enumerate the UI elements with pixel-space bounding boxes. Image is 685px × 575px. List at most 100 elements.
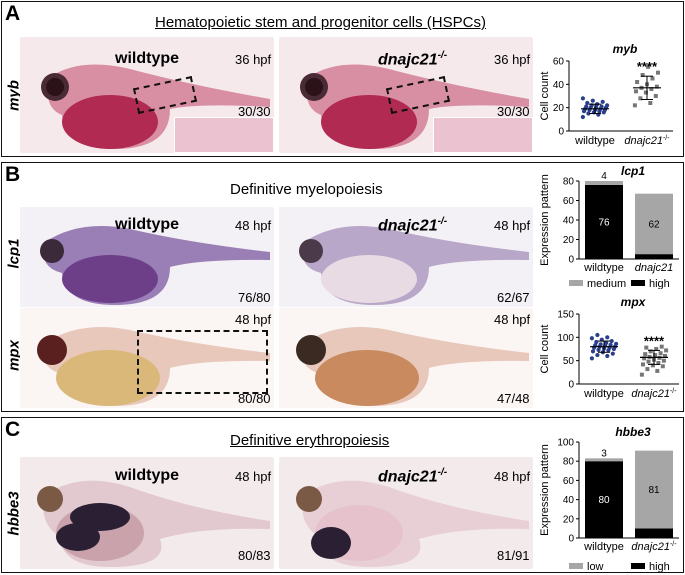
bar-segment [585, 458, 623, 462]
chart-title: myb [613, 42, 638, 56]
chart-title: mpx [621, 295, 647, 309]
stage-label: 36 hpf [494, 52, 531, 67]
significance-label: **** [637, 59, 658, 74]
data-point [641, 362, 645, 367]
bar-segment [585, 461, 623, 538]
data-point [634, 89, 638, 94]
inset-zoom [433, 117, 533, 153]
embryo-image [20, 308, 274, 408]
bar-segment [635, 450, 673, 529]
data-point [590, 98, 595, 103]
tick-label: wildtype [583, 541, 624, 553]
y-axis-label: Expression pattern [539, 444, 551, 536]
count-label: 80/80 [238, 391, 271, 406]
stage-label: 36 hpf [235, 52, 272, 67]
embryo-image [279, 207, 533, 307]
data-point [586, 111, 591, 116]
y-tick-label: 20 [563, 514, 575, 525]
data-point [653, 94, 658, 98]
y-tick-label: 60 [563, 196, 575, 207]
data-point [663, 354, 667, 358]
data-point [595, 332, 600, 338]
data-label: 81 [648, 485, 660, 496]
genotype-label: dnajc21-/- [378, 467, 448, 486]
data-point [610, 351, 615, 356]
data-point [590, 349, 596, 354]
stage-label: 48 hpf [494, 218, 531, 233]
bar-segment [585, 184, 623, 259]
count-label: 76/80 [238, 290, 271, 305]
bar-segment [635, 528, 673, 538]
count-label: 80/83 [238, 548, 271, 563]
tick-label: wildtype [583, 388, 624, 400]
panel-letter: C [5, 418, 21, 441]
data-point [664, 348, 669, 353]
data-point [605, 335, 610, 340]
data-point [589, 356, 594, 361]
legend-label: low [587, 561, 604, 572]
panel-letter: A [5, 2, 21, 25]
y-tick-label: 80 [563, 177, 575, 188]
y-tick-label: 20 [553, 103, 565, 114]
tick-label: dnajc21-/- [624, 135, 670, 147]
genotype-label: wildtype [115, 216, 180, 233]
y-tick-label: 60 [563, 476, 575, 487]
stage-label: 48 hpf [494, 312, 531, 327]
mpx-scatter-chart: 0 50 100 150 Cell count mpx wildtype dnajc21-/-… [539, 295, 679, 400]
tick-label: dnajc21-/- [631, 388, 677, 400]
y-tick-label: 60 [553, 57, 565, 68]
y-axis-label: Cell count [539, 72, 551, 121]
legend-label: high [649, 278, 670, 289]
genotype-label: wildtype [115, 50, 180, 67]
bar-segment [585, 181, 623, 185]
data-point [604, 340, 609, 346]
y-tick-label: 0 [568, 380, 574, 391]
section-title: Hematopoietic stem and progenitor cells … [155, 14, 486, 31]
data-point [605, 353, 610, 359]
data-point [609, 338, 614, 344]
region-box [137, 330, 268, 394]
data-point [644, 345, 649, 350]
panel-c [1, 417, 684, 573]
data-point [638, 96, 643, 101]
lcp1-stacked-bar-chart: 0 20 40 60 80 Expression pattern lcp1 76 4 wildty… [539, 165, 679, 289]
data-point [659, 344, 664, 349]
data-point [656, 70, 660, 75]
y-tick-label: 20 [563, 235, 575, 246]
y-tick-label: 0 [568, 534, 574, 545]
count-label: 30/30 [497, 104, 530, 119]
chart-title: hbbe3 [615, 425, 651, 439]
legend-swatch [569, 563, 583, 569]
stage-label: 48 hpf [235, 312, 272, 327]
stage-label: 48 hpf [235, 469, 272, 484]
data-point [639, 372, 644, 377]
data-point [642, 356, 647, 361]
data-point [646, 359, 651, 364]
panel-a [1, 1, 684, 157]
bar-segment [635, 254, 673, 259]
count-label: 30/30 [238, 104, 271, 119]
data-point [605, 103, 610, 108]
genotype-label: dnajc21-/- [378, 50, 448, 69]
legend-label: high [649, 561, 670, 572]
data-point [655, 368, 660, 373]
y-axis-label: Cell count [539, 325, 551, 374]
section-title: Definitive erythropoiesis [230, 432, 390, 449]
data-point [589, 336, 594, 341]
data-point [650, 76, 655, 81]
data-point [640, 73, 645, 77]
data-point [648, 349, 653, 354]
data-label: 4 [601, 171, 607, 182]
embryo-image [279, 308, 533, 408]
legend-swatch [631, 280, 645, 286]
count-label: 47/48 [497, 391, 530, 406]
y-tick-label: 80 [563, 457, 575, 468]
y-tick-label: 100 [557, 438, 574, 449]
data-point [646, 64, 651, 69]
data-point [608, 342, 613, 347]
y-tick-label: 50 [563, 356, 575, 367]
data-point [660, 364, 665, 369]
data-point [661, 358, 666, 363]
hbbe3-stacked-bar-chart: 0 20 40 60 80 100 Expression pattern hbbe3 80 3 wi… [539, 425, 679, 572]
